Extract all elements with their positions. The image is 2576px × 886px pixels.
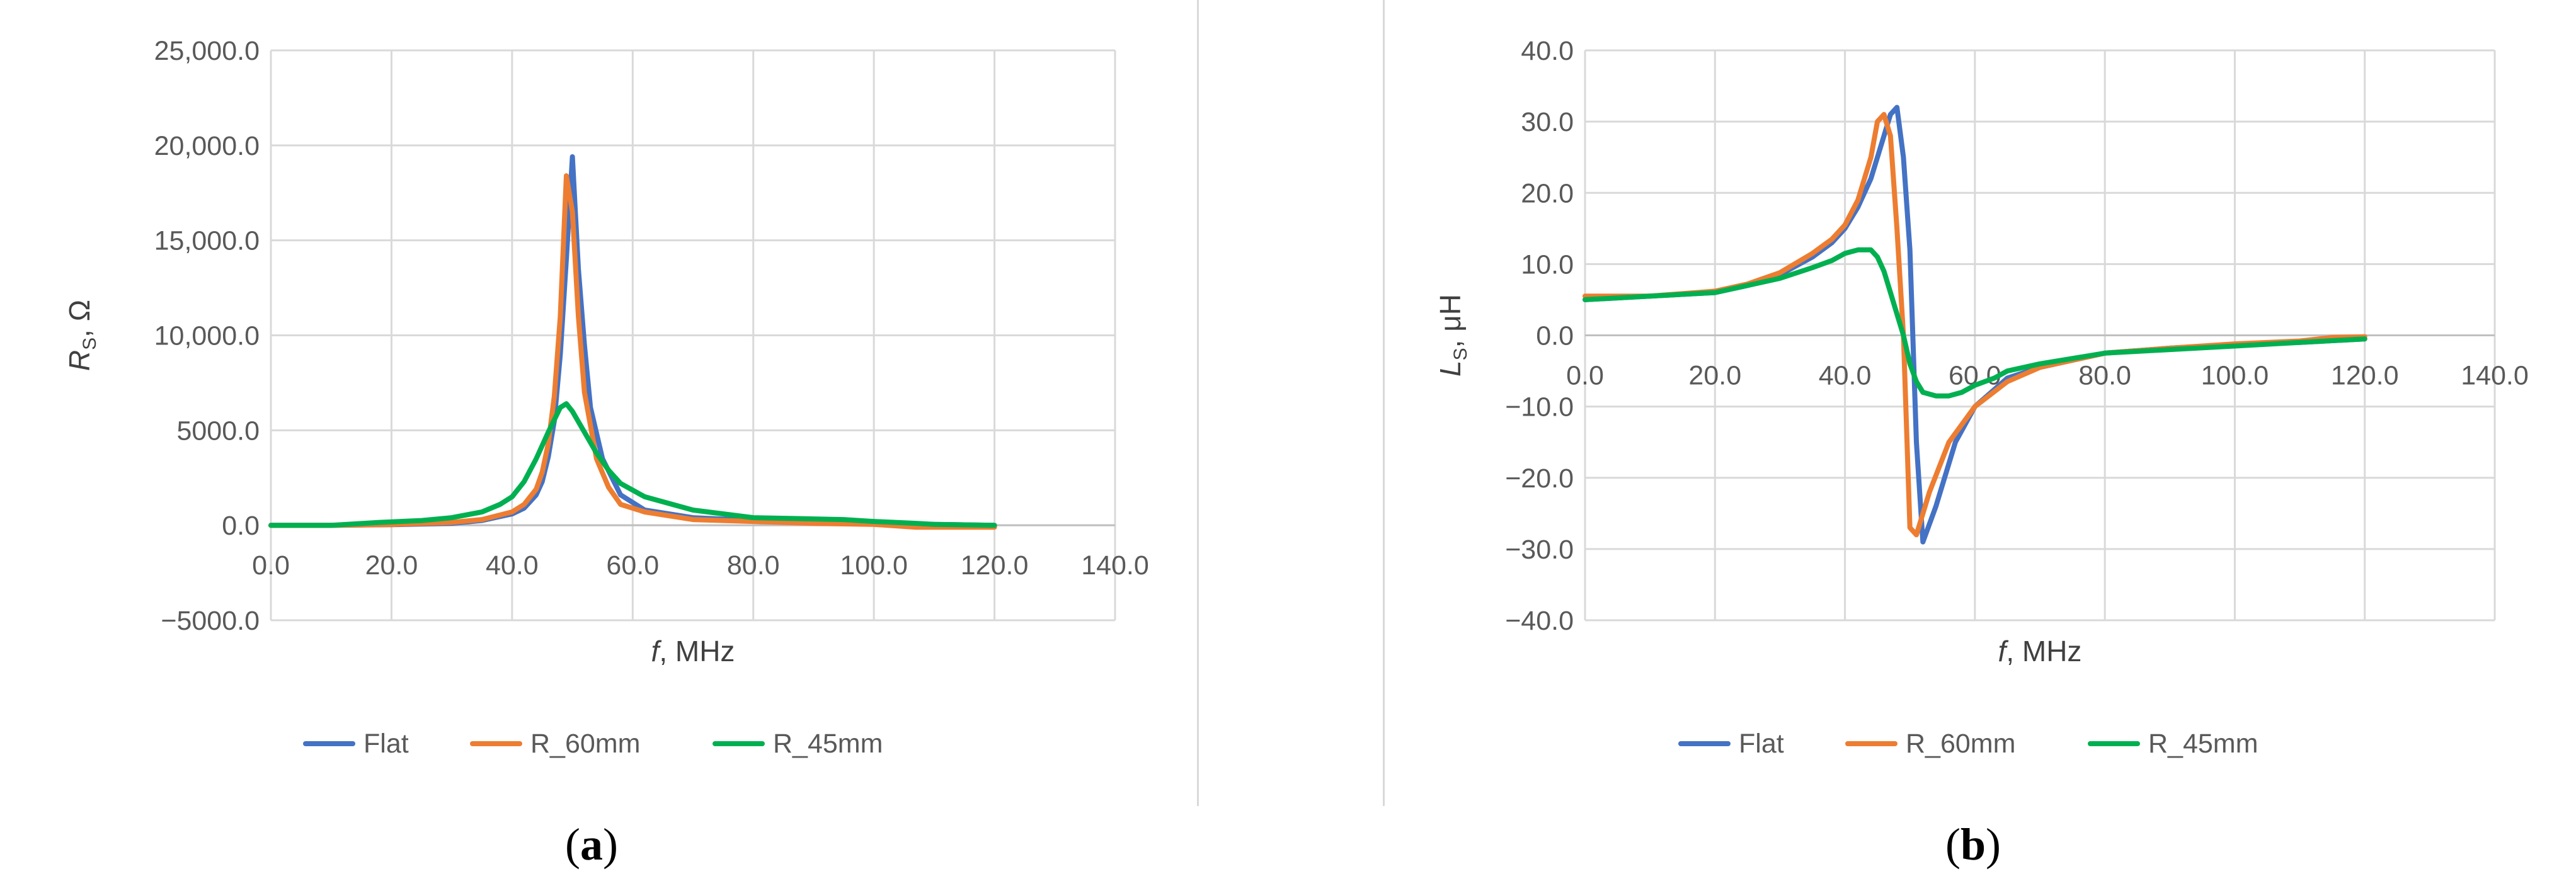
y-tick-label: 30.0 xyxy=(1521,107,1574,137)
x-tick-label: 100.0 xyxy=(2201,361,2269,391)
y-axis-title: RS, Ω xyxy=(63,300,100,371)
legend-label-r-45mm: R_45mm xyxy=(2148,729,2258,759)
x-tick-label: 140.0 xyxy=(2461,361,2529,391)
x-axis-title-var: f xyxy=(1998,635,2009,667)
chart-panel-a: −5000.0 0.0 5000.0 10,000.0 15,000.0 20,000.0… xyxy=(0,0,1199,806)
x-tick-label: 80.0 xyxy=(727,550,780,581)
y-tick-label: 20,000.0 xyxy=(154,131,260,161)
legend-label-flat: Flat xyxy=(364,729,409,759)
y-tick-label: 0.0 xyxy=(1536,321,1574,351)
y-tick-label: −10.0 xyxy=(1505,392,1574,423)
x-tick-label: 0.0 xyxy=(252,550,290,581)
x-axis-title-unit: , MHz xyxy=(2006,635,2081,667)
series-line-r-45mm xyxy=(268,401,997,528)
x-tick-label: 100.0 xyxy=(840,550,908,581)
legend-label-r-45mm: R_45mm xyxy=(773,729,883,759)
y-tick-label: 15,000.0 xyxy=(154,226,260,256)
y-axis-title-sub: S xyxy=(1450,348,1471,360)
x-tick-label: 20.0 xyxy=(1688,361,1741,391)
caption-a: (a) xyxy=(565,819,618,870)
x-tick-label: 40.0 xyxy=(486,550,539,581)
y-axis-title-unit: , Ω xyxy=(63,300,96,338)
chart-a-svg: −5000.0 0.0 5000.0 10,000.0 15,000.0 20,000.0… xyxy=(63,36,1149,759)
y-tick-label: 5000.0 xyxy=(176,416,260,446)
x-tick-label: 60.0 xyxy=(606,550,659,581)
series-line-r-60mm xyxy=(268,173,997,530)
y-tick-label: −30.0 xyxy=(1505,535,1574,565)
y-tick-label: 10,000.0 xyxy=(154,321,260,351)
chart-b-svg: −40.0−30.0−20.0−10.00.010.020.030.040.00… xyxy=(1434,36,2529,759)
y-tick-label: 10.0 xyxy=(1521,249,1574,280)
x-tick-label: 120.0 xyxy=(961,550,1029,581)
caption-b: (b) xyxy=(1945,819,2001,870)
x-tick-label: 140.0 xyxy=(1081,550,1149,581)
series-line-r-45mm xyxy=(1583,247,2367,399)
y-tick-label: 0.0 xyxy=(222,511,260,541)
x-tick-label: 120.0 xyxy=(2331,361,2399,391)
y-axis-title-unit: , μH xyxy=(1434,294,1467,348)
y-tick-label: 40.0 xyxy=(1521,36,1574,66)
x-tick-label: 40.0 xyxy=(1819,361,1872,391)
y-tick-label: −5000.0 xyxy=(161,606,260,636)
x-axis-title-unit: , MHz xyxy=(659,635,735,667)
legend-label-r-60mm: R_60mm xyxy=(530,729,640,759)
x-tick-label: 0.0 xyxy=(1566,361,1604,391)
legend-label-r-60mm: R_60mm xyxy=(1906,729,2015,759)
x-axis-title: f, MHz xyxy=(1998,635,2082,667)
y-axis-title-var: L xyxy=(1434,360,1467,377)
x-axis-title: f, MHz xyxy=(651,635,735,667)
x-tick-label: 20.0 xyxy=(365,550,418,581)
legend-label-flat: Flat xyxy=(1739,729,1784,759)
y-tick-label: −40.0 xyxy=(1505,606,1574,636)
y-tick-label: 25,000.0 xyxy=(154,36,260,66)
y-axis-title-sub: S xyxy=(79,338,100,350)
chart-panel-b: −40.0 −30.0 −20.0 −10.0 0.0 10.0 20.0 30.0 40.0 0… xyxy=(1383,0,2576,806)
y-axis-title-var: R xyxy=(63,350,96,371)
x-axis-title-var: f xyxy=(651,635,662,667)
y-axis-title: LS, μH xyxy=(1434,294,1471,377)
y-tick-label: 20.0 xyxy=(1521,178,1574,208)
x-tick-label: 80.0 xyxy=(2078,361,2131,391)
y-tick-label: −20.0 xyxy=(1505,463,1574,494)
